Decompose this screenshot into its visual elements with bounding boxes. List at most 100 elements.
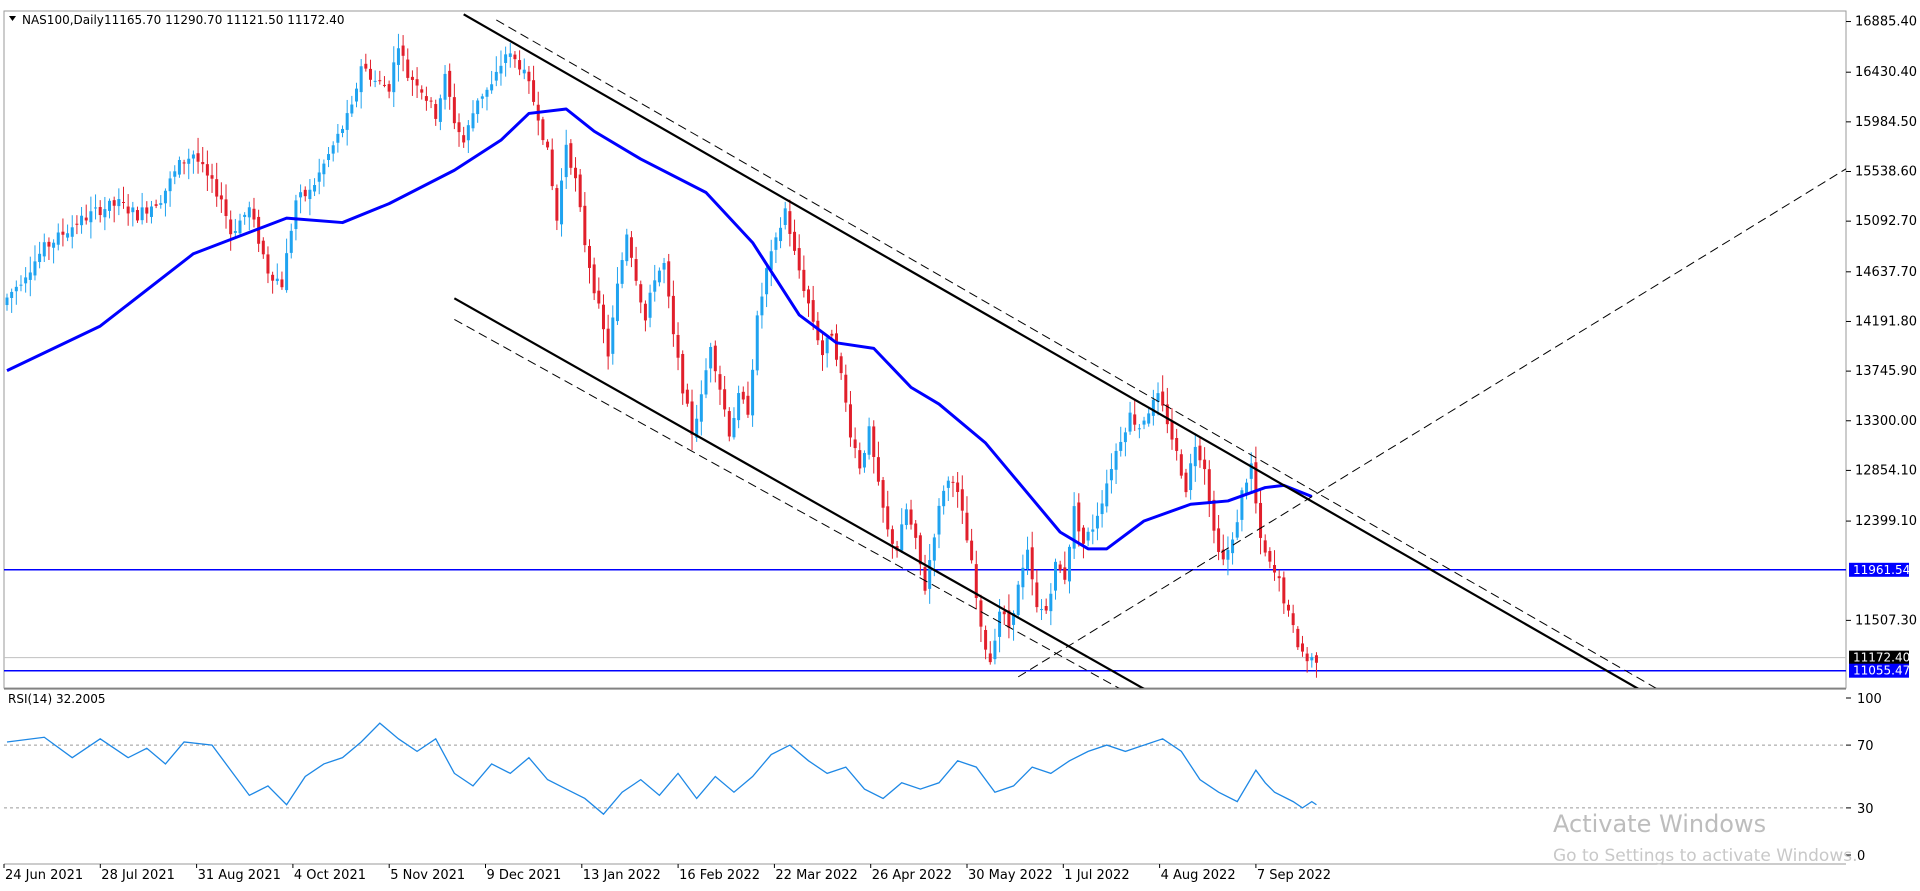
candle[interactable] (364, 53, 368, 72)
candle[interactable] (266, 246, 270, 284)
candle[interactable] (191, 150, 195, 174)
candle[interactable] (1044, 598, 1048, 614)
candle[interactable] (1054, 558, 1057, 600)
candle[interactable] (378, 70, 382, 85)
candle[interactable] (448, 63, 452, 110)
candle[interactable] (499, 50, 503, 86)
candle[interactable] (732, 407, 736, 440)
candle[interactable] (1035, 569, 1039, 613)
candle[interactable] (98, 200, 102, 223)
candle[interactable] (909, 499, 913, 530)
candle[interactable] (848, 390, 852, 447)
candle[interactable] (243, 212, 247, 225)
candle[interactable] (1081, 525, 1085, 559)
upper-dashed-trendline[interactable] (496, 19, 1684, 705)
candle[interactable] (149, 200, 153, 224)
candle[interactable] (247, 201, 251, 231)
candle[interactable] (946, 476, 950, 502)
candle[interactable] (713, 340, 717, 383)
candle[interactable] (769, 239, 773, 287)
candle[interactable] (783, 201, 787, 230)
candle[interactable] (690, 389, 694, 451)
candle[interactable] (415, 67, 419, 98)
candle[interactable] (970, 528, 974, 564)
candle[interactable] (331, 141, 335, 162)
candle[interactable] (676, 322, 680, 371)
candle[interactable] (1226, 536, 1230, 576)
candle[interactable] (261, 237, 265, 259)
candle[interactable] (1058, 560, 1062, 574)
candle[interactable] (1221, 534, 1225, 566)
candle[interactable] (923, 554, 927, 595)
candle[interactable] (555, 184, 559, 231)
candle[interactable] (956, 472, 960, 508)
candle[interactable] (625, 228, 629, 266)
candle[interactable] (862, 450, 866, 473)
candle[interactable] (42, 233, 46, 262)
candle[interactable] (611, 305, 615, 365)
candle[interactable] (704, 358, 708, 399)
candle[interactable] (1170, 408, 1174, 450)
candle[interactable] (327, 146, 331, 168)
candle[interactable] (443, 65, 447, 110)
candle[interactable] (196, 137, 200, 174)
candle[interactable] (182, 159, 186, 175)
candle[interactable] (741, 386, 745, 404)
candle[interactable] (457, 113, 461, 147)
candle[interactable] (80, 206, 84, 234)
candle[interactable] (788, 199, 792, 247)
candle[interactable] (252, 197, 256, 228)
candle[interactable] (914, 519, 918, 550)
candle[interactable] (308, 179, 312, 216)
candle[interactable] (317, 158, 321, 195)
candle[interactable] (1198, 436, 1202, 468)
candle[interactable] (797, 234, 801, 279)
candle[interactable] (839, 352, 843, 380)
candle[interactable] (718, 365, 722, 405)
candle[interactable] (135, 206, 139, 223)
candle[interactable] (858, 442, 862, 475)
candle[interactable] (667, 253, 671, 309)
candle[interactable] (671, 280, 675, 347)
candle[interactable] (1114, 443, 1118, 485)
candle[interactable] (793, 219, 797, 256)
candle[interactable] (648, 284, 652, 328)
candle[interactable] (224, 184, 228, 229)
candle[interactable] (1091, 514, 1095, 545)
candle[interactable] (942, 485, 946, 515)
candle[interactable] (187, 148, 191, 180)
candle[interactable] (122, 186, 125, 209)
candle[interactable] (755, 310, 759, 376)
lower-trendline[interactable] (453, 297, 1172, 704)
candle[interactable] (1026, 536, 1030, 575)
candle[interactable] (685, 383, 689, 407)
candle[interactable] (634, 246, 638, 286)
candle[interactable] (1021, 554, 1025, 600)
candle[interactable] (420, 85, 424, 100)
rsi-line[interactable] (6, 722, 1317, 816)
lower-dashed-trendline[interactable] (454, 318, 1148, 704)
candle[interactable] (760, 282, 764, 329)
candle[interactable] (10, 288, 14, 313)
candle[interactable] (56, 223, 60, 251)
candle[interactable] (1147, 406, 1151, 427)
candle[interactable] (974, 550, 978, 610)
candle[interactable] (257, 209, 261, 253)
candle[interactable] (219, 182, 223, 213)
candle[interactable] (471, 100, 475, 132)
candle[interactable] (1137, 423, 1141, 439)
candle[interactable] (126, 194, 130, 226)
candle[interactable] (1231, 532, 1235, 565)
candle[interactable] (205, 150, 209, 192)
candle[interactable] (1128, 401, 1132, 435)
candle[interactable] (359, 59, 363, 109)
candle[interactable] (438, 94, 442, 131)
candle[interactable] (597, 277, 601, 309)
candle[interactable] (485, 87, 489, 111)
candle[interactable] (639, 280, 643, 314)
candle[interactable] (1067, 544, 1071, 594)
candle[interactable] (1193, 433, 1197, 482)
candle[interactable] (33, 245, 37, 281)
candle[interactable] (564, 129, 568, 189)
